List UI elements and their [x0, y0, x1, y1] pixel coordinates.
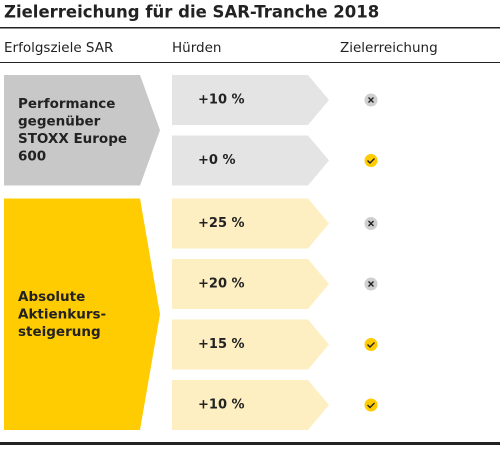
goal-label: gegenüber: [18, 114, 101, 130]
goal-label: 600: [18, 149, 46, 165]
hurdle-label: +20 %: [198, 277, 245, 292]
hurdle-label: +10 %: [198, 93, 245, 108]
header: Zielerreichung: [340, 40, 438, 56]
check-icon: [364, 154, 378, 167]
rule: [0, 442, 500, 445]
hurdle-label: +15 %: [198, 337, 245, 352]
icon-mark: [368, 220, 374, 227]
header: Hürden: [172, 40, 221, 56]
cross-icon: [364, 93, 378, 107]
hurdle-label: +25 %: [198, 216, 245, 231]
hurdle-shape: [172, 259, 329, 309]
hurdle-shape: [172, 75, 329, 125]
goal-label: Absolute: [18, 289, 85, 305]
hurdle-shape: [172, 198, 329, 249]
goal-label: STOXX Europe: [18, 131, 127, 147]
icon-mark: [368, 281, 374, 287]
icon-mark: [368, 97, 374, 103]
rule: [0, 62, 500, 63]
goal-shape: [4, 75, 160, 186]
goal-shape: [4, 198, 160, 430]
check-icon: [364, 338, 378, 351]
goal-label: Aktienkurs-: [18, 306, 106, 322]
icon-circle: [364, 398, 378, 412]
header: Erfolgsziele SAR: [4, 40, 113, 56]
hurdle-shape: [172, 319, 329, 370]
hurdle-shape: [172, 135, 329, 186]
cross-icon: [364, 217, 378, 230]
title: Zielerreichung für die SAR-Tranche 2018: [4, 3, 379, 22]
goal-label: steigerung: [18, 324, 101, 340]
icon-circle: [364, 154, 378, 167]
icon-mark: [367, 402, 375, 409]
icon-circle: [364, 338, 378, 351]
hurdle-label: +10 %: [198, 398, 245, 413]
rule: [0, 27, 500, 29]
hurdle-label: +0 %: [198, 153, 236, 168]
hurdle-shape: [172, 380, 329, 430]
goal-label: Performance: [18, 96, 115, 112]
cross-icon: [364, 277, 378, 291]
icon-mark: [367, 158, 375, 164]
icon-mark: [367, 342, 375, 348]
check-icon: [364, 398, 378, 412]
